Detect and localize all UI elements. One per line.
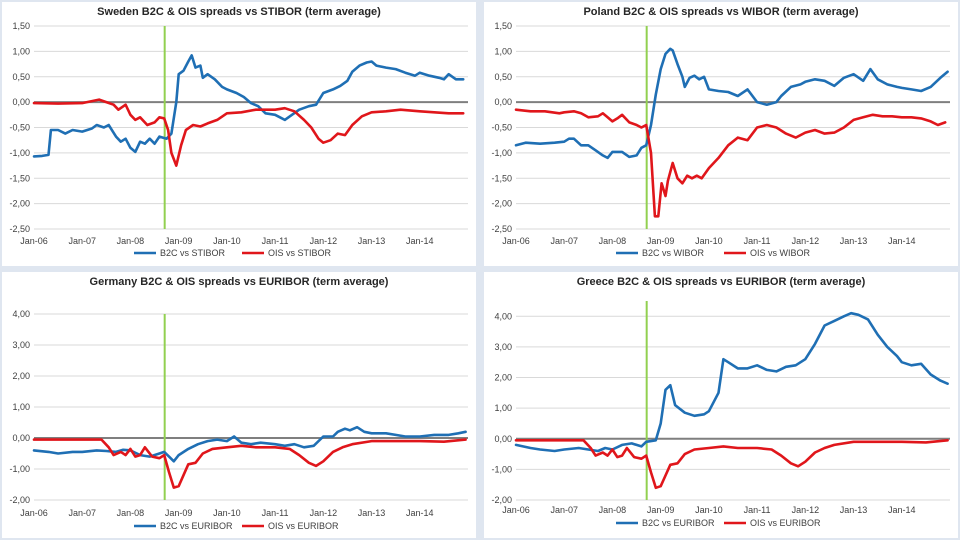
x-tick-label: Jan-10 [695, 505, 723, 515]
x-tick-label: Jan-09 [165, 508, 193, 518]
x-tick-label: Jan-13 [358, 508, 386, 518]
y-tick-label: 4,00 [494, 311, 512, 321]
y-tick-label: 2,00 [12, 371, 30, 381]
y-tick-label: 0,50 [494, 72, 512, 82]
x-tick-label: Jan-13 [840, 236, 868, 246]
x-tick-label: Jan-09 [647, 236, 675, 246]
y-tick-label: 0,00 [12, 433, 30, 443]
y-tick-label: 0,00 [12, 97, 30, 107]
legend-label: OIS vs WIBOR [750, 248, 811, 258]
x-tick-label: Jan-09 [165, 236, 193, 246]
x-tick-label: Jan-06 [20, 236, 48, 246]
chart-svg-germany: Germany B2C & OIS spreads vs EURIBOR (te… [9, 276, 468, 531]
y-tick-label: -2,00 [491, 495, 512, 505]
x-tick-label: Jan-11 [744, 505, 771, 515]
chart-panel-germany: Germany B2C & OIS spreads vs EURIBOR (te… [2, 272, 476, 538]
legend-label: B2C vs WIBOR [642, 248, 705, 258]
chart-panel-sweden: Sweden B2C & OIS spreads vs STIBOR (term… [2, 2, 476, 266]
y-tick-label: 1,50 [12, 21, 30, 31]
y-tick-label: -1,50 [9, 173, 30, 183]
y-tick-label: 1,00 [494, 46, 512, 56]
series-line-b2c [514, 311, 949, 453]
x-tick-label: Jan-07 [550, 236, 578, 246]
series-line-ois [32, 438, 467, 489]
chart-title: Germany B2C & OIS spreads vs EURIBOR (te… [90, 276, 389, 288]
y-tick-label: -1,00 [491, 148, 512, 158]
x-tick-label: Jan-06 [20, 508, 48, 518]
series-line-ois [32, 98, 465, 167]
x-tick-label: Jan-11 [744, 236, 771, 246]
x-tick-label: Jan-10 [695, 236, 723, 246]
chart-svg-greece: Greece B2C & OIS spreads vs EURIBOR (ter… [491, 276, 950, 528]
x-tick-label: Jan-10 [213, 508, 241, 518]
chart-title: Sweden B2C & OIS spreads vs STIBOR (term… [97, 6, 381, 18]
x-tick-label: Jan-07 [550, 505, 578, 515]
y-tick-label: 2,00 [494, 373, 512, 383]
y-tick-label: 4,00 [12, 309, 30, 319]
y-tick-label: -0,50 [9, 123, 30, 133]
y-tick-label: -2,50 [491, 224, 512, 234]
x-tick-label: Jan-14 [406, 236, 434, 246]
y-tick-label: 1,50 [494, 21, 512, 31]
x-tick-label: Jan-07 [68, 508, 96, 518]
x-tick-label: Jan-06 [502, 505, 530, 515]
chart-svg-sweden: Sweden B2C & OIS spreads vs STIBOR (term… [9, 6, 468, 258]
x-tick-label: Jan-08 [117, 236, 145, 246]
y-tick-label: 0,50 [12, 72, 30, 82]
x-tick-label: Jan-11 [262, 236, 289, 246]
y-tick-label: 0,00 [494, 97, 512, 107]
series-line-b2c [32, 425, 467, 463]
y-tick-label: -1,00 [9, 148, 30, 158]
x-tick-label: Jan-13 [358, 236, 386, 246]
legend-label: B2C vs EURIBOR [160, 521, 233, 531]
x-tick-label: Jan-11 [262, 508, 289, 518]
chart-title: Greece B2C & OIS spreads vs EURIBOR (ter… [577, 276, 866, 288]
y-tick-label: -2,00 [9, 495, 30, 505]
y-tick-label: -2,00 [491, 199, 512, 209]
legend-label: OIS vs EURIBOR [268, 521, 339, 531]
x-tick-label: Jan-10 [213, 236, 241, 246]
y-tick-label: -1,50 [491, 173, 512, 183]
chart-panel-poland: Poland B2C & OIS spreads vs WIBOR (term … [484, 2, 958, 266]
x-tick-label: Jan-06 [502, 236, 530, 246]
x-tick-label: Jan-14 [888, 505, 916, 515]
series-line-ois [514, 439, 949, 490]
series-line-b2c [514, 47, 949, 160]
y-tick-label: -0,50 [491, 123, 512, 133]
x-tick-label: Jan-08 [599, 505, 627, 515]
x-tick-label: Jan-09 [647, 505, 675, 515]
legend-label: OIS vs STIBOR [268, 248, 332, 258]
x-tick-label: Jan-12 [792, 505, 820, 515]
y-tick-label: 1,00 [12, 46, 30, 56]
y-tick-label: 1,00 [494, 403, 512, 413]
x-tick-label: Jan-08 [599, 236, 627, 246]
x-tick-label: Jan-07 [68, 236, 96, 246]
x-tick-label: Jan-12 [792, 236, 820, 246]
y-tick-label: 3,00 [494, 342, 512, 352]
legend-label: B2C vs STIBOR [160, 248, 226, 258]
legend-label: B2C vs EURIBOR [642, 518, 715, 528]
y-tick-label: -1,00 [491, 464, 512, 474]
series-line-b2c [32, 54, 465, 158]
chart-title: Poland B2C & OIS spreads vs WIBOR (term … [583, 6, 858, 18]
y-tick-label: -2,50 [9, 224, 30, 234]
legend-label: OIS vs EURIBOR [750, 518, 821, 528]
x-tick-label: Jan-14 [888, 236, 916, 246]
y-tick-label: 3,00 [12, 340, 30, 350]
y-tick-label: -2,00 [9, 199, 30, 209]
x-tick-label: Jan-13 [840, 505, 868, 515]
x-tick-label: Jan-12 [310, 236, 338, 246]
y-tick-label: 0,00 [494, 434, 512, 444]
y-tick-label: -1,00 [9, 464, 30, 474]
x-tick-label: Jan-12 [310, 508, 338, 518]
chart-panel-greece: Greece B2C & OIS spreads vs EURIBOR (ter… [484, 272, 958, 538]
chart-svg-poland: Poland B2C & OIS spreads vs WIBOR (term … [491, 6, 950, 258]
x-tick-label: Jan-14 [406, 508, 434, 518]
y-tick-label: 1,00 [12, 402, 30, 412]
series-line-ois [514, 108, 947, 218]
x-tick-label: Jan-08 [117, 508, 145, 518]
